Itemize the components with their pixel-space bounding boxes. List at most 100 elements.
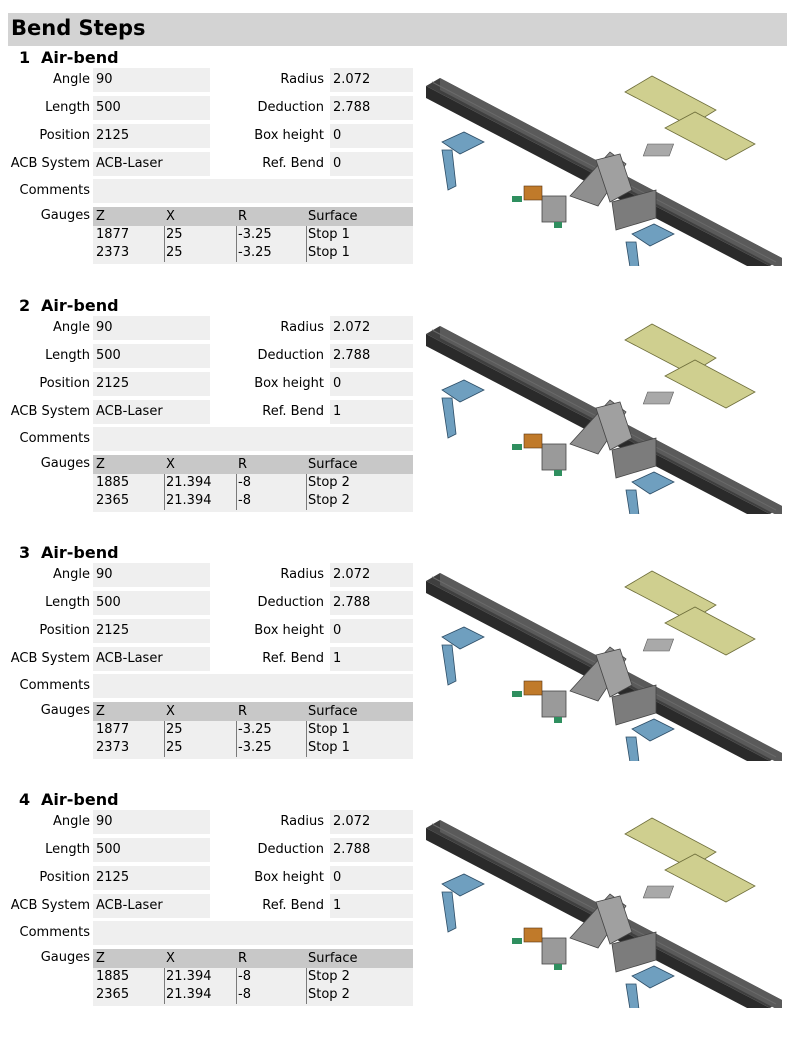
gauge-cell: -3.25 <box>238 227 272 242</box>
radius-label: Radius <box>280 567 324 582</box>
deduction-value: 2.788 <box>330 838 413 862</box>
comments-label: Comments <box>19 183 90 198</box>
length-label: Length <box>45 842 90 857</box>
bending-tool-icon <box>541 646 657 726</box>
step-number: 1 <box>19 48 31 67</box>
ref-bend-label: Ref. Bend <box>262 651 324 666</box>
gauge-column-header: Z <box>96 704 105 719</box>
comments-field <box>93 921 413 945</box>
box-height-value: 0 <box>330 619 413 643</box>
comments-label: Comments <box>19 925 90 940</box>
angle-label: Angle <box>53 814 90 829</box>
press-brake-illustration <box>426 75 782 266</box>
gauge-cell: 2365 <box>96 987 130 1002</box>
step-type: Air-bend <box>41 543 119 562</box>
length-value: 500 <box>93 838 210 862</box>
gauge-cell: 25 <box>166 722 183 737</box>
part-sheet-icon <box>624 817 756 903</box>
gauge-cell: 21.394 <box>166 969 212 984</box>
gauge-cell: 1877 <box>96 227 130 242</box>
angle-value: 90 <box>93 563 210 587</box>
acb-system-label: ACB System <box>10 156 90 171</box>
gauge-cell: 1885 <box>96 475 130 490</box>
length-value: 500 <box>93 591 210 615</box>
position-label: Position <box>39 376 90 391</box>
gauge-column-separator <box>164 721 165 757</box>
ref-bend-label: Ref. Bend <box>262 404 324 419</box>
angle-label: Angle <box>53 72 90 87</box>
gauge-cell: 1885 <box>96 969 130 984</box>
gauge-cell: -3.25 <box>238 740 272 755</box>
ref-bend-value: 0 <box>330 152 413 176</box>
backgauge-finger-icon <box>441 626 675 761</box>
box-height-value: 0 <box>330 124 413 148</box>
press-brake-illustration <box>426 570 782 761</box>
gauge-cell: Stop 1 <box>308 722 350 737</box>
length-label: Length <box>45 100 90 115</box>
step-type: Air-bend <box>41 48 119 67</box>
gauge-column-separator <box>306 968 307 1004</box>
position-value: 2125 <box>93 619 210 643</box>
page-header: Bend Steps <box>8 13 787 46</box>
acb-system-value: ACB-Laser <box>93 894 210 918</box>
gauge-column-header: X <box>166 457 175 472</box>
part-sheet-icon <box>624 75 756 161</box>
length-value: 500 <box>93 344 210 368</box>
gauge-column-header: Z <box>96 951 105 966</box>
box-height-label: Box height <box>254 376 324 391</box>
gauge-column-separator <box>236 968 237 1004</box>
part-sheet-icon <box>624 570 756 656</box>
gauge-cell: 21.394 <box>166 987 212 1002</box>
bend-step-3: 3 Air-bend Angle 90 Radius 2.072 Length 5… <box>0 543 796 790</box>
position-value: 2125 <box>93 124 210 148</box>
gauge-cell: -8 <box>238 987 251 1002</box>
gauge-column-header: Z <box>96 209 105 224</box>
gauge-cell: 21.394 <box>166 475 212 490</box>
gauge-cell: 25 <box>166 245 183 260</box>
acb-system-value: ACB-Laser <box>93 647 210 671</box>
gauge-cell: 2373 <box>96 740 130 755</box>
gauges-table: Z X R Surface 1877 25 -3.25 Stop 1 2373 25 -3.25 S… <box>93 702 413 759</box>
comments-field <box>93 674 413 698</box>
angle-value: 90 <box>93 68 210 92</box>
gauge-column-header: Surface <box>308 704 358 719</box>
radius-label: Radius <box>280 814 324 829</box>
page-title: Bend Steps <box>11 16 146 40</box>
box-height-label: Box height <box>254 870 324 885</box>
ref-bend-value: 1 <box>330 647 413 671</box>
step-type: Air-bend <box>41 296 119 315</box>
box-height-value: 0 <box>330 372 413 396</box>
gauge-cell: -8 <box>238 969 251 984</box>
gauge-cell: 2365 <box>96 493 130 508</box>
step-title: 4 Air-bend <box>19 790 119 809</box>
part-sheet-icon <box>624 323 756 409</box>
radius-value: 2.072 <box>330 810 413 834</box>
acb-system-label: ACB System <box>10 404 90 419</box>
step-title: 2 Air-bend <box>19 296 119 315</box>
gauge-column-header: R <box>238 704 248 719</box>
backgauge-finger-icon <box>441 873 675 1008</box>
gauge-column-header: Surface <box>308 209 358 224</box>
ref-bend-value: 1 <box>330 400 413 424</box>
deduction-label: Deduction <box>257 842 324 857</box>
ref-bend-value: 1 <box>330 894 413 918</box>
deduction-value: 2.788 <box>330 96 413 120</box>
deduction-value: 2.788 <box>330 591 413 615</box>
gauge-column-separator <box>306 474 307 510</box>
acb-system-label: ACB System <box>10 898 90 913</box>
press-brake-illustration <box>426 817 782 1008</box>
bend-step-4: 4 Air-bend Angle 90 Radius 2.072 Length 5… <box>0 790 796 1037</box>
comments-label: Comments <box>19 678 90 693</box>
deduction-label: Deduction <box>257 348 324 363</box>
position-label: Position <box>39 870 90 885</box>
ref-bend-label: Ref. Bend <box>262 898 324 913</box>
length-label: Length <box>45 348 90 363</box>
angle-value: 90 <box>93 316 210 340</box>
deduction-label: Deduction <box>257 595 324 610</box>
gauge-column-header: R <box>238 209 248 224</box>
acb-system-value: ACB-Laser <box>93 152 210 176</box>
gauge-column-separator <box>236 226 237 262</box>
gauge-column-header: R <box>238 457 248 472</box>
gauge-column-header: Surface <box>308 457 358 472</box>
radius-value: 2.072 <box>330 316 413 340</box>
